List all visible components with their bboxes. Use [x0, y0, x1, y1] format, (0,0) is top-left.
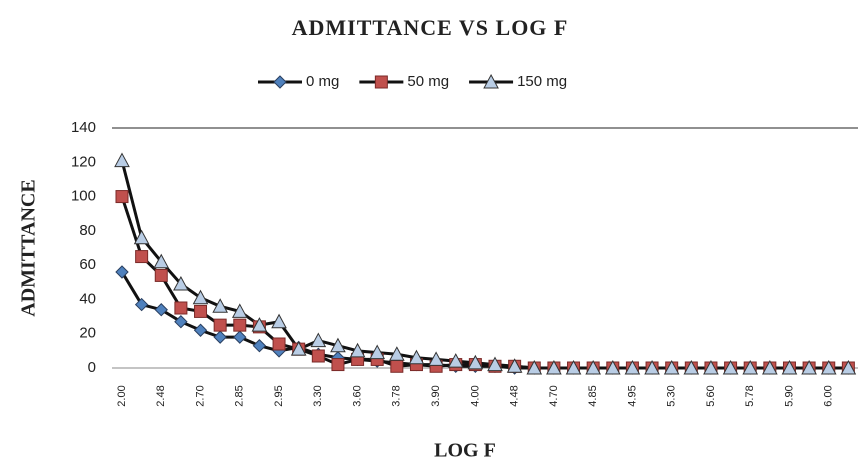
data-point	[820, 359, 837, 375]
x-tick-label: 3.30	[312, 385, 324, 406]
data-point	[233, 318, 247, 332]
data-point	[272, 337, 286, 351]
legend-label: 150 mg	[517, 73, 567, 90]
data-point	[290, 341, 307, 356]
legend-label: 50 mg	[407, 73, 449, 90]
data-point	[369, 344, 386, 360]
data-point	[213, 330, 227, 344]
data-point	[252, 339, 267, 353]
x-tick-label: 2.95	[273, 385, 285, 406]
data-point	[213, 318, 227, 332]
data-point	[840, 359, 857, 375]
y-tick-label: 0	[88, 359, 96, 376]
x-tick-label: 2.00	[116, 385, 128, 406]
legend-marker	[374, 75, 388, 89]
data-point	[154, 268, 168, 282]
x-tick-label: 2.70	[194, 385, 206, 406]
x-tick-label: 4.00	[469, 385, 481, 406]
data-point	[546, 359, 562, 375]
data-point	[153, 253, 170, 269]
data-point	[174, 301, 188, 315]
y-tick-label: 20	[79, 325, 96, 342]
data-point	[330, 337, 346, 353]
x-tick-label: 2.48	[155, 385, 167, 406]
x-tick-label: 5.60	[705, 385, 717, 406]
data-point	[467, 354, 484, 370]
y-axis-label: ADMITTANCE	[18, 179, 40, 316]
data-point	[762, 359, 778, 375]
data-point	[349, 342, 366, 358]
data-point	[428, 351, 444, 366]
y-tick-label: 40	[79, 290, 96, 307]
x-tick-label: 5.30	[666, 385, 678, 406]
data-point	[585, 359, 601, 375]
x-tick-label: 5.78	[744, 385, 756, 406]
x-tick-label: 4.48	[509, 385, 521, 406]
data-point	[663, 359, 680, 375]
data-point	[644, 359, 660, 375]
data-point	[526, 359, 543, 375]
y-tick-label: 60	[79, 256, 96, 273]
y-tick-label: 120	[71, 153, 96, 170]
data-point	[251, 317, 268, 332]
data-point	[173, 275, 189, 291]
data-point	[722, 359, 739, 375]
data-point	[193, 323, 208, 337]
chart-title: ADMITTANCE VS LOG F	[292, 15, 569, 40]
data-point	[487, 356, 503, 372]
data-point	[192, 289, 209, 305]
data-point	[624, 359, 641, 375]
data-point	[271, 313, 287, 329]
data-point	[331, 358, 345, 372]
legend-marker	[483, 73, 499, 89]
x-tick-label: 4.70	[548, 385, 560, 406]
x-tick-label: 3.90	[430, 385, 442, 406]
x-tick-label: 3.78	[391, 385, 403, 406]
data-point	[154, 303, 168, 317]
data-point	[565, 359, 582, 375]
data-point	[506, 358, 523, 373]
data-point	[781, 359, 798, 375]
x-tick-label: 6.00	[823, 385, 835, 406]
data-point	[742, 359, 759, 375]
x-axis-label: LOG F	[434, 440, 496, 462]
x-tick-label: 5.90	[783, 385, 795, 406]
y-tick-label: 100	[71, 188, 96, 205]
data-point	[604, 359, 621, 375]
y-tick-label: 140	[71, 119, 96, 136]
data-point	[703, 359, 719, 375]
data-point	[801, 359, 817, 375]
data-point	[231, 303, 248, 318]
data-point	[114, 152, 130, 168]
data-point	[134, 297, 149, 312]
data-point	[408, 349, 425, 365]
x-tick-label: 3.60	[351, 385, 363, 406]
legend-marker	[273, 75, 287, 89]
data-point	[135, 250, 149, 264]
x-tick-label: 4.95	[626, 385, 638, 406]
legend-label: 0 mg	[306, 73, 339, 90]
data-point	[115, 265, 129, 279]
y-tick-label: 80	[79, 222, 96, 239]
data-point	[310, 332, 327, 348]
data-point	[115, 190, 129, 204]
x-tick-label: 2.85	[234, 385, 246, 406]
data-point	[311, 349, 325, 363]
data-point	[390, 359, 404, 373]
data-point	[212, 298, 228, 313]
x-tick-label: 4.85	[587, 385, 599, 406]
data-point	[683, 359, 700, 375]
data-point	[233, 330, 247, 344]
data-point	[389, 346, 405, 361]
data-point	[133, 229, 150, 245]
series-line	[120, 196, 849, 370]
data-point	[447, 353, 464, 368]
series-line	[120, 271, 849, 370]
data-point	[174, 315, 188, 329]
data-point	[194, 304, 208, 318]
